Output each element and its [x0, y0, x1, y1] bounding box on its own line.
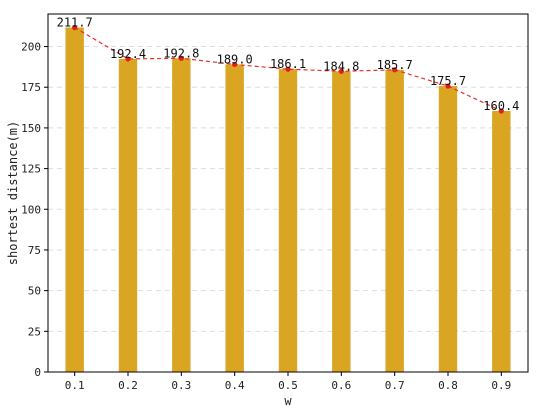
bar	[278, 69, 298, 372]
bar	[385, 69, 404, 372]
bar	[492, 110, 511, 373]
trend-point	[178, 55, 184, 61]
trend-line	[72, 24, 504, 114]
bar	[65, 27, 84, 373]
data-labels: 211.7 192.4 192.8 189.0 186.1 184.8 185.7 175.7…	[57, 16, 520, 113]
data-label: 192.8	[163, 46, 199, 60]
y-tick-label: 100	[21, 203, 41, 216]
x-tick-label: 0.4	[225, 379, 245, 392]
y-tick-label: 200	[21, 41, 41, 54]
x-tick-label: 0.1	[65, 379, 85, 392]
bar	[438, 86, 458, 372]
x-tick-label: 0.8	[438, 379, 458, 392]
bar	[118, 58, 138, 373]
bar	[332, 71, 351, 372]
x-tick-label: 0.7	[385, 379, 405, 392]
x-tick-label: 0.3	[171, 379, 191, 392]
trend-point	[232, 61, 238, 68]
trend-point	[285, 66, 291, 72]
y-axis-ticks: 0 25 50 75 100 125 150 175 200	[21, 41, 48, 379]
trend-line-path	[74, 26, 502, 112]
trend-point	[392, 67, 398, 73]
x-tick-label: 0.2	[118, 379, 138, 392]
y-tick-label: 50	[28, 285, 41, 298]
trend-point	[72, 24, 78, 31]
y-tick-label: 25	[28, 325, 41, 338]
trend-point	[498, 108, 504, 114]
x-tick-label: 0.9	[491, 379, 511, 392]
data-label: 184.8	[323, 59, 359, 73]
x-tick-label: 0.5	[278, 379, 298, 392]
trend-point	[125, 56, 131, 62]
data-label: 185.7	[377, 58, 413, 72]
x-axis-ticks: 0.1 0.2 0.3 0.4 0.5 0.6 0.7 0.8 0.9	[65, 372, 511, 392]
data-label: 189.0	[217, 52, 253, 66]
y-axis-label: shortest distance(m)	[6, 121, 20, 266]
data-label: 160.4	[483, 99, 519, 113]
y-tick-label: 75	[28, 244, 41, 257]
bar	[225, 64, 244, 372]
bars	[65, 27, 511, 373]
y-tick-label: 175	[21, 81, 41, 94]
data-label: 186.1	[270, 57, 306, 71]
data-label: 175.7	[430, 74, 466, 88]
trend-point	[338, 68, 344, 74]
y-tick-label: 125	[21, 163, 41, 176]
x-axis-label: w	[284, 394, 292, 408]
x-tick-label: 0.6	[331, 379, 351, 392]
y-tick-label: 0	[34, 366, 41, 379]
bar	[172, 58, 191, 373]
trend-point	[445, 83, 451, 89]
y-tick-label: 150	[21, 122, 41, 135]
data-label: 211.7	[57, 16, 93, 30]
data-label: 192.4	[110, 47, 146, 61]
